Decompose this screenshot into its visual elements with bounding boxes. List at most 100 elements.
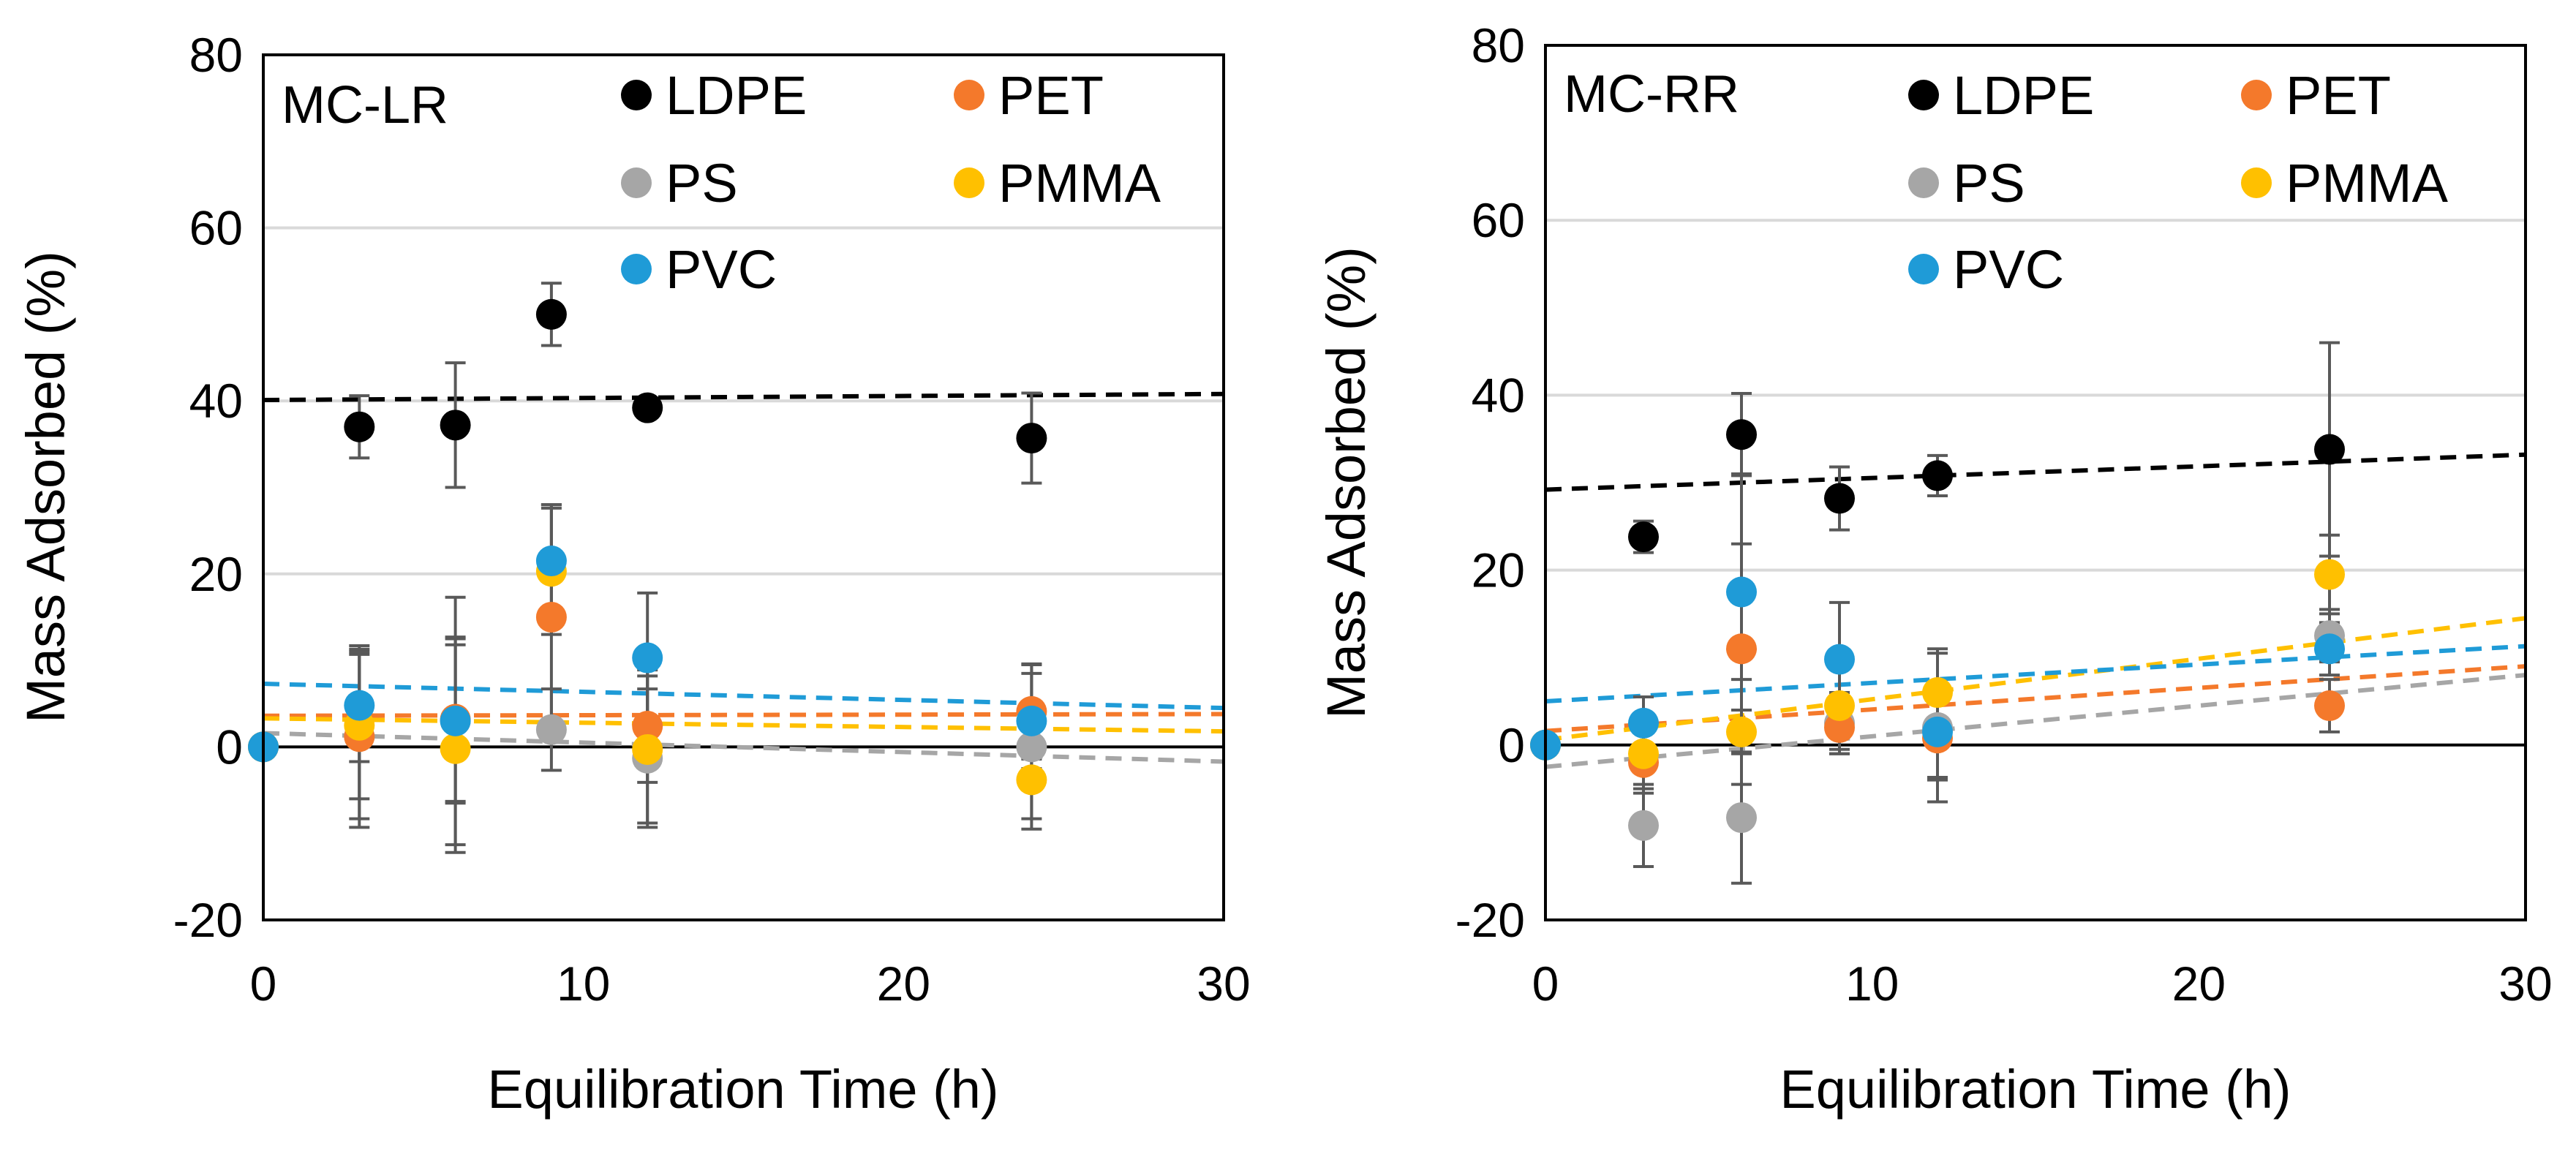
trend-line-pmma xyxy=(263,716,1224,734)
legend-marker-ps xyxy=(1908,167,1939,198)
legend-marker-ldpe xyxy=(1908,80,1939,110)
panel-label: MC-RR xyxy=(1564,65,1739,124)
y-tick-label: 60 xyxy=(1472,193,1525,247)
y-tick-label: 20 xyxy=(189,547,243,601)
x-tick-label: 20 xyxy=(877,957,930,1011)
x-axis-label: Equilibration Time (h) xyxy=(1780,1059,2291,1120)
data-point-ldpe xyxy=(1726,419,1757,450)
y-axis-label: Mass Adsorbed (%) xyxy=(15,251,76,723)
data-point-pmma xyxy=(1726,716,1757,747)
data-point-pet xyxy=(535,601,567,633)
data-point-ldpe xyxy=(1824,483,1855,514)
y-tick-label: 80 xyxy=(189,28,243,82)
legend-item-pvc: PVC xyxy=(621,239,777,300)
legend: LDPE PET PS PMMA PVC xyxy=(1908,65,2449,300)
data-point-pvc xyxy=(1824,644,1855,675)
legend-marker-pvc xyxy=(621,254,652,284)
x-tick-label: 0 xyxy=(250,957,277,1011)
legend-marker-ps xyxy=(621,167,652,198)
data-point-pvc xyxy=(2314,633,2345,665)
trend-line-ldpe xyxy=(263,391,1224,403)
y-tick-label: 40 xyxy=(189,374,243,428)
legend-item-ps: PS xyxy=(621,153,738,214)
x-tick-label: 10 xyxy=(1845,957,1899,1011)
data-point-pmma xyxy=(1628,738,1659,769)
x-axis-label: Equilibration Time (h) xyxy=(487,1059,998,1120)
data-point-ldpe xyxy=(535,298,567,330)
legend-label: LDPE xyxy=(1953,65,2094,126)
y-tick-label: 20 xyxy=(1472,543,1525,597)
legend-label: PS xyxy=(666,153,738,214)
data-point-pmma xyxy=(1922,677,1953,709)
data-point-ldpe xyxy=(440,410,471,441)
legend-item-ps: PS xyxy=(1908,153,2025,214)
trend-line-ps xyxy=(263,731,1224,764)
y-tick-label: 40 xyxy=(1472,368,1525,422)
y-tick-label: 0 xyxy=(1498,718,1525,772)
data-point-pvc xyxy=(1628,707,1659,739)
data-point-ldpe xyxy=(1016,423,1047,454)
data-point-pvc xyxy=(440,705,471,736)
data-point-pvc xyxy=(1922,716,1953,747)
legend-label: LDPE xyxy=(666,65,807,126)
trend-line-pvc xyxy=(263,682,1224,711)
x-tick-label: 30 xyxy=(1197,957,1250,1011)
data-point-ldpe xyxy=(1922,460,1953,491)
data-point-pmma xyxy=(440,733,471,764)
legend-label: PVC xyxy=(1953,239,2064,300)
data-point-pvc xyxy=(1016,705,1047,736)
legend-label: PMMA xyxy=(998,153,1161,214)
plot-frame xyxy=(1544,44,2527,921)
trend-line-pet xyxy=(263,712,1224,718)
legend-label: PS xyxy=(1953,153,2025,214)
data-point-ldpe xyxy=(1628,521,1659,553)
data-point-ps xyxy=(535,714,567,745)
legend-label: PET xyxy=(998,65,1104,126)
data-point-ps xyxy=(1628,810,1659,841)
x-tick-label: 20 xyxy=(2172,957,2226,1011)
data-point-pmma xyxy=(2314,559,2345,590)
legend-item-pet: PET xyxy=(954,65,1104,126)
data-point-pmma xyxy=(1824,690,1855,721)
legend-marker-ldpe xyxy=(621,80,652,110)
plot-frame xyxy=(262,53,1225,921)
panel-label: MC-LR xyxy=(282,76,448,135)
data-point-pet xyxy=(632,711,663,742)
legend-item-ldpe: LDPE xyxy=(1908,65,2094,126)
data-point-pet xyxy=(1726,633,1757,665)
legend-item-pet: PET xyxy=(2241,65,2391,126)
data-point-ldpe xyxy=(2314,434,2345,465)
data-point-ldpe xyxy=(632,392,663,423)
legend-item-pvc: PVC xyxy=(1908,239,2064,300)
trend-line-ldpe xyxy=(1545,452,2526,492)
data-point-pet xyxy=(1824,712,1855,743)
legend-label: PET xyxy=(2286,65,2391,126)
data-point-pmma xyxy=(1016,764,1047,796)
data-point-pmma xyxy=(632,733,663,765)
data-point-ps xyxy=(1726,802,1757,834)
legend-marker-pet xyxy=(2241,80,2272,110)
legend-marker-pet xyxy=(954,80,984,110)
legend-marker-pmma xyxy=(2241,167,2272,198)
data-point-pvc xyxy=(1726,576,1757,608)
legend: LDPE PET PS PMMA PVC xyxy=(621,65,1161,300)
y-tick-label: -20 xyxy=(173,893,243,947)
x-tick-label: 30 xyxy=(2498,957,2552,1011)
legend-marker-pmma xyxy=(954,167,984,198)
data-point-pvc xyxy=(632,642,663,674)
trend-line-ps xyxy=(1545,673,2526,769)
legend-label: PVC xyxy=(666,239,777,300)
data-point-ldpe xyxy=(344,411,375,442)
y-tick-label: 80 xyxy=(1472,18,1525,72)
data-point-ps xyxy=(1016,731,1047,763)
legend-label: PMMA xyxy=(2286,153,2449,214)
legend-item-pmma: PMMA xyxy=(2241,153,2449,214)
legend-item-pmma: PMMA xyxy=(954,153,1161,214)
y-tick-label: 0 xyxy=(216,720,243,774)
x-tick-label: 10 xyxy=(557,957,610,1011)
trend-line-pmma xyxy=(1545,616,2526,742)
